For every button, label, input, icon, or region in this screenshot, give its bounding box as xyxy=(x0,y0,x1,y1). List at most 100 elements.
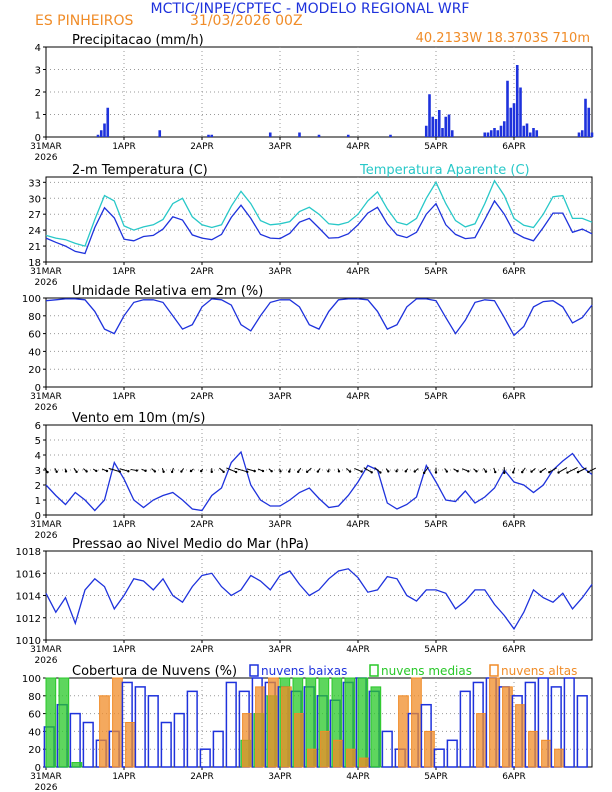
wind-vector-head xyxy=(360,470,363,473)
cloud-legend-swatch xyxy=(369,664,379,677)
cloud-bar-nuvens-altas xyxy=(424,730,435,768)
temp-xtick-label: 2APR xyxy=(190,267,214,277)
wind-vector-head xyxy=(475,470,478,473)
humid-xtick-label: 6APR xyxy=(502,392,526,402)
humid-ytick-label: 100 xyxy=(22,294,41,305)
location-label: ES PINHEIROS xyxy=(35,13,133,29)
wind-xtick-label: 2APR xyxy=(190,520,214,530)
clouds-ytick-label: 20 xyxy=(28,745,41,756)
precip-bar xyxy=(437,110,441,137)
precip-bar xyxy=(506,80,509,137)
cloud-legend-label: nuvens medias xyxy=(381,664,472,678)
cloud-bar-nuvens-altas xyxy=(528,730,539,768)
wind-vector-head xyxy=(234,470,238,474)
precip-ytick-label: 2 xyxy=(35,88,41,99)
wind-vector xyxy=(558,467,568,473)
temp-xtick-label: 5APR xyxy=(424,267,448,277)
temp-ytick-label: 27 xyxy=(28,210,41,221)
wind-vector xyxy=(363,467,372,473)
wind-vector-head xyxy=(162,470,165,473)
humid-ytick-label: 20 xyxy=(28,365,41,376)
clouds-xtick-label: 5APR xyxy=(424,772,448,782)
temp-line-temperatura-aparente xyxy=(45,179,593,247)
precip-bar xyxy=(532,128,535,137)
press-ytick-label: 1016 xyxy=(16,569,41,580)
temp-ytick-label: 21 xyxy=(28,242,41,253)
wind-vector-head xyxy=(210,470,213,474)
wind-ytick-label: 1 xyxy=(35,496,41,507)
wind-vector-head xyxy=(85,470,88,473)
wind-vector-head xyxy=(327,470,330,473)
press-ytick-label: 1012 xyxy=(16,614,41,625)
run-date-label: 31/03/2026 00Z xyxy=(190,13,303,29)
precip-bar xyxy=(493,128,496,137)
press-xtick-label: 2APR xyxy=(190,645,214,655)
precip-bar xyxy=(489,130,493,137)
humid-xtick-label: 4APR xyxy=(346,392,370,402)
precip-bar xyxy=(389,134,392,137)
cloud-bar-nuvens-altas xyxy=(99,695,110,768)
press-panel xyxy=(43,550,593,643)
precip-bar xyxy=(502,121,506,137)
cloud-bar-nuvens-altas xyxy=(541,739,552,768)
cloud-bar-nuvens-altas xyxy=(554,748,565,768)
wind-xtick-label: 1APR xyxy=(112,520,136,530)
precip-bar xyxy=(106,107,110,137)
precip-bar xyxy=(587,107,591,137)
cloud-legend-swatch xyxy=(249,664,259,677)
wind-vector-head xyxy=(456,469,459,473)
temp-ytick-label: 33 xyxy=(28,178,41,189)
wind-vector-head xyxy=(105,469,109,473)
wind-vector-head xyxy=(404,470,407,473)
humid-frame xyxy=(45,297,593,388)
wind-vector xyxy=(354,468,362,472)
precip-bar xyxy=(499,125,503,137)
cloud-bar-nuvens-altas xyxy=(333,739,344,768)
precip-bar xyxy=(424,125,428,137)
wind-vector-head xyxy=(135,469,139,472)
cloud-bar-nuvens-baixas xyxy=(576,695,588,768)
wind-vector xyxy=(577,467,587,473)
precip-bar xyxy=(590,132,594,137)
precip-bar xyxy=(580,130,584,137)
clouds-ytick-label: 40 xyxy=(28,727,41,738)
humid-line-umidade-relativa xyxy=(45,298,593,337)
wind-vector-head xyxy=(548,471,551,474)
cloud-bar-nuvens-medias xyxy=(45,677,57,768)
cloud-legend-label: nuvens altas xyxy=(501,664,577,678)
cloud-bar-nuvens-medias xyxy=(357,677,369,768)
precip-bar xyxy=(528,132,532,137)
humid-xtick-label: 31MAR xyxy=(30,392,62,402)
cloud-bar-nuvens-altas xyxy=(502,686,513,768)
press-xtick-label: 4APR xyxy=(346,645,370,655)
temp-frame xyxy=(45,176,593,263)
precip-bar xyxy=(483,132,487,137)
clouds-panel xyxy=(43,664,593,770)
wind-xtick-label: 3APR xyxy=(268,520,292,530)
cloud-bar-nuvens-altas xyxy=(398,695,409,768)
wind-vector-head xyxy=(287,470,291,473)
clouds-xtick-sublabel: 2026 xyxy=(35,783,58,792)
wind-line-vento xyxy=(45,450,593,512)
humid-title: Umidade Relativa em 2m (%) xyxy=(72,284,263,299)
cloud-bar-nuvens-baixas xyxy=(199,748,211,768)
wind-panel xyxy=(43,424,597,518)
press-title: Pressao ao Nivel Medio do Mar (hPa) xyxy=(72,537,309,552)
wind-vector-head xyxy=(316,470,320,473)
precip-xtick-label: 5APR xyxy=(424,142,448,152)
precip-bar xyxy=(450,130,454,137)
cloud-bar-nuvens-altas xyxy=(359,757,370,768)
wind-vector xyxy=(567,467,578,473)
chart-title: MCTIC/INPE/CPTEC - MODELO REGIONAL WRF xyxy=(151,1,470,17)
cloud-bar-nuvens-baixas xyxy=(173,712,185,768)
wind-vector-head xyxy=(64,470,68,473)
precip-title: Precipitacao (mm/h) xyxy=(72,33,204,48)
temp-xtick-sublabel: 2026 xyxy=(35,278,58,288)
humid-xtick-label: 2APR xyxy=(190,392,214,402)
temp-xtick-label: 3APR xyxy=(268,267,292,277)
precip-bar xyxy=(317,134,321,137)
temp-apparent-legend: Temperatura Aparente (C) xyxy=(359,163,530,178)
clouds-ytick-label: 60 xyxy=(28,710,41,721)
clouds-xtick-label: 6APR xyxy=(502,772,526,782)
